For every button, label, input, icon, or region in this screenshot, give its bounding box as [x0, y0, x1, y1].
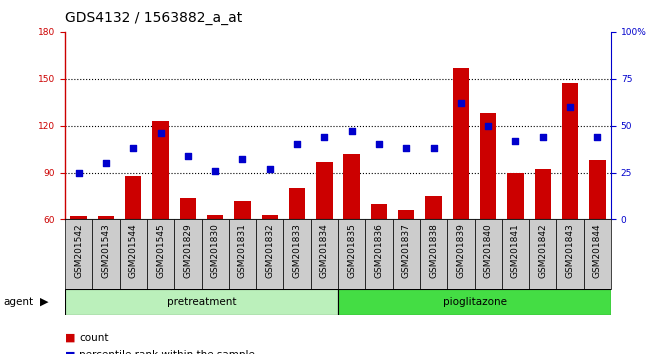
- Point: [292, 142, 302, 147]
- Text: ■: ■: [65, 350, 75, 354]
- Point: [237, 156, 248, 162]
- Text: GSM201832: GSM201832: [265, 223, 274, 278]
- Text: GSM201831: GSM201831: [238, 223, 247, 278]
- Text: GSM201844: GSM201844: [593, 223, 602, 278]
- Point: [374, 142, 384, 147]
- Bar: [316, 162, 333, 219]
- Bar: [447, 219, 474, 289]
- Bar: [234, 201, 251, 219]
- Bar: [556, 219, 584, 289]
- Bar: [283, 219, 311, 289]
- Bar: [256, 219, 283, 289]
- Text: agent: agent: [3, 297, 33, 307]
- Text: GSM201835: GSM201835: [347, 223, 356, 278]
- Point: [319, 134, 330, 140]
- Text: GSM201544: GSM201544: [129, 223, 138, 278]
- Point: [401, 145, 411, 151]
- Text: GDS4132 / 1563882_a_at: GDS4132 / 1563882_a_at: [65, 11, 242, 25]
- Point: [155, 130, 166, 136]
- Text: GSM201841: GSM201841: [511, 223, 520, 278]
- Bar: [207, 215, 224, 219]
- Bar: [125, 176, 142, 219]
- Text: GSM201834: GSM201834: [320, 223, 329, 278]
- Point: [346, 129, 357, 134]
- Bar: [584, 219, 611, 289]
- Text: GSM201830: GSM201830: [211, 223, 220, 278]
- Bar: [65, 219, 92, 289]
- Bar: [338, 219, 365, 289]
- Bar: [393, 219, 420, 289]
- Text: pioglitazone: pioglitazone: [443, 297, 506, 307]
- Text: GSM201842: GSM201842: [538, 223, 547, 278]
- Text: pretreatment: pretreatment: [167, 297, 236, 307]
- Text: ■: ■: [65, 333, 75, 343]
- Bar: [425, 196, 442, 219]
- Bar: [261, 215, 278, 219]
- Bar: [147, 219, 174, 289]
- Bar: [289, 188, 306, 219]
- Text: ▶: ▶: [40, 297, 49, 307]
- Point: [73, 170, 84, 175]
- Bar: [174, 219, 202, 289]
- Bar: [589, 160, 606, 219]
- Bar: [370, 204, 387, 219]
- Bar: [343, 154, 360, 219]
- Text: GSM201838: GSM201838: [429, 223, 438, 278]
- Text: GSM201542: GSM201542: [74, 223, 83, 278]
- Bar: [420, 219, 447, 289]
- Point: [510, 138, 521, 143]
- Text: percentile rank within the sample: percentile rank within the sample: [79, 350, 255, 354]
- Point: [538, 134, 548, 140]
- Point: [128, 145, 138, 151]
- Bar: [152, 121, 169, 219]
- Bar: [92, 219, 120, 289]
- Point: [483, 123, 493, 129]
- Bar: [507, 172, 524, 219]
- Point: [592, 134, 603, 140]
- Point: [101, 160, 111, 166]
- Point: [210, 168, 220, 173]
- Point: [456, 100, 466, 106]
- Bar: [311, 219, 338, 289]
- Text: GSM201840: GSM201840: [484, 223, 493, 278]
- Bar: [502, 219, 529, 289]
- Point: [265, 166, 275, 172]
- Text: GSM201545: GSM201545: [156, 223, 165, 278]
- Bar: [534, 170, 551, 219]
- Bar: [202, 219, 229, 289]
- Bar: [120, 219, 147, 289]
- Text: GSM201836: GSM201836: [374, 223, 384, 278]
- Point: [428, 145, 439, 151]
- Bar: [338, 289, 611, 315]
- Bar: [529, 219, 556, 289]
- Text: GSM201843: GSM201843: [566, 223, 575, 278]
- Bar: [179, 198, 196, 219]
- Text: GSM201829: GSM201829: [183, 223, 192, 278]
- Text: GSM201839: GSM201839: [456, 223, 465, 278]
- Bar: [474, 219, 502, 289]
- Bar: [98, 216, 114, 219]
- Point: [183, 153, 193, 159]
- Bar: [480, 113, 497, 219]
- Text: count: count: [79, 333, 109, 343]
- Bar: [70, 216, 87, 219]
- Bar: [398, 210, 415, 219]
- Bar: [65, 289, 338, 315]
- Text: GSM201543: GSM201543: [101, 223, 111, 278]
- Bar: [229, 219, 256, 289]
- Text: GSM201833: GSM201833: [292, 223, 302, 278]
- Bar: [452, 68, 469, 219]
- Point: [565, 104, 575, 110]
- Text: GSM201837: GSM201837: [402, 223, 411, 278]
- Bar: [562, 84, 578, 219]
- Bar: [365, 219, 393, 289]
